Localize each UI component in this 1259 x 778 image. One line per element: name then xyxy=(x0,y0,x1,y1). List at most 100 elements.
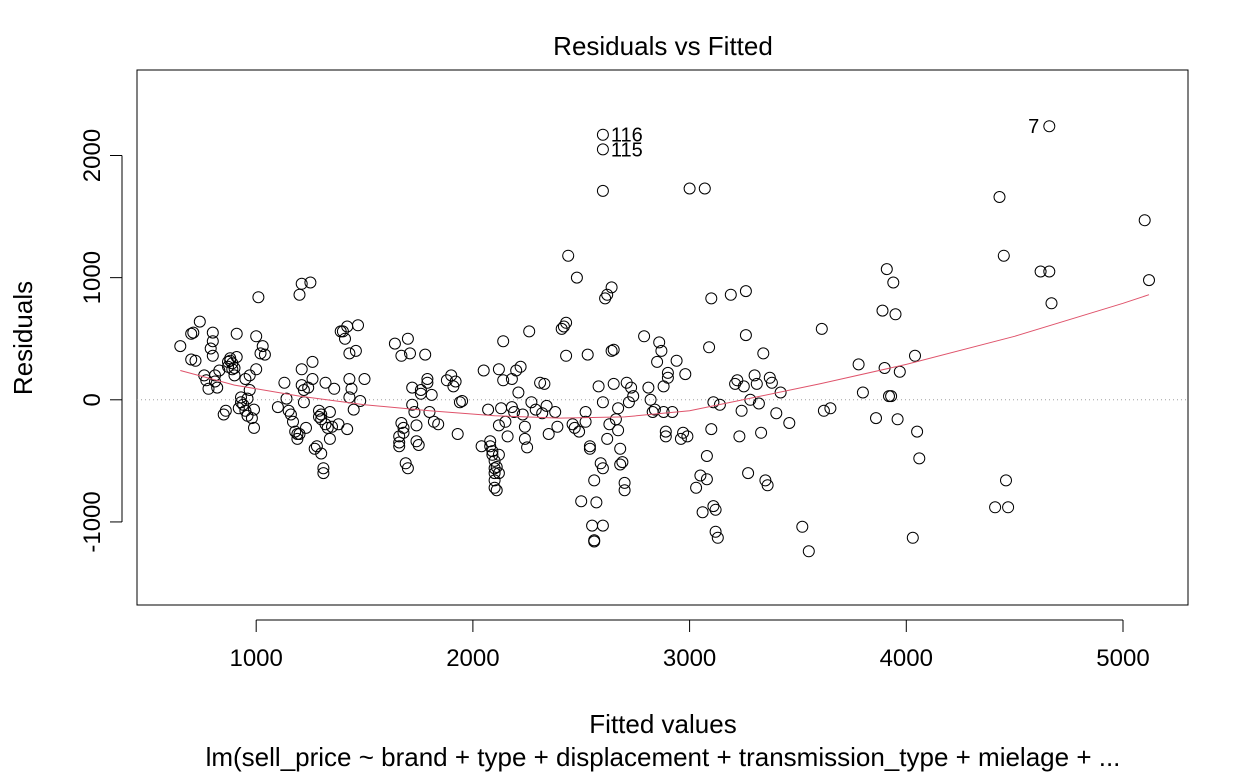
data-point xyxy=(293,428,306,440)
y-tick-label: 0 xyxy=(79,393,106,406)
data-point xyxy=(655,344,668,357)
data-point xyxy=(601,432,614,445)
data-point xyxy=(219,404,232,417)
data-point xyxy=(319,418,332,431)
data-point xyxy=(304,276,317,289)
data-point xyxy=(230,351,243,363)
data-point xyxy=(300,421,312,434)
data-point xyxy=(607,377,620,390)
data-point xyxy=(343,347,356,360)
data-point xyxy=(568,421,581,434)
data-point xyxy=(679,368,692,381)
data-point xyxy=(397,421,410,434)
data-point xyxy=(306,355,319,368)
data-point xyxy=(271,401,284,414)
data-point xyxy=(588,474,601,487)
data-point xyxy=(802,545,815,558)
data-point xyxy=(690,481,703,494)
data-point xyxy=(512,386,525,399)
data-point xyxy=(711,531,724,544)
data-point xyxy=(659,425,672,438)
data-point xyxy=(213,364,226,377)
data-point xyxy=(989,501,1002,514)
data-point xyxy=(614,442,627,455)
y-tick-label: 1000 xyxy=(79,251,106,304)
data-point xyxy=(583,442,596,455)
data-point xyxy=(551,420,564,433)
data-point xyxy=(575,495,588,508)
x-tick-label: 3000 xyxy=(663,645,716,672)
data-point xyxy=(596,128,609,141)
data-point xyxy=(516,408,529,421)
data-point xyxy=(410,435,423,448)
data-point xyxy=(414,384,427,396)
data-point xyxy=(488,467,501,480)
data-point xyxy=(596,396,609,409)
data-point xyxy=(698,182,711,195)
data-point xyxy=(445,369,458,382)
points-layer xyxy=(174,120,1155,558)
data-point xyxy=(521,441,534,454)
data-point xyxy=(588,535,601,548)
data-point xyxy=(648,403,661,416)
data-point xyxy=(670,354,683,367)
data-point xyxy=(432,418,445,431)
data-point xyxy=(453,396,466,409)
data-point xyxy=(540,399,553,412)
data-point xyxy=(306,373,319,385)
data-point xyxy=(880,263,893,276)
data-point xyxy=(297,396,310,409)
data-point xyxy=(1043,120,1056,133)
data-point xyxy=(308,442,321,455)
data-point xyxy=(425,388,438,401)
data-point xyxy=(1045,297,1058,310)
data-point xyxy=(419,348,432,361)
data-point xyxy=(815,322,828,335)
data-point xyxy=(508,406,521,418)
data-point xyxy=(596,184,609,197)
data-point xyxy=(185,353,198,366)
data-point xyxy=(204,342,217,355)
model-formula-subtitle: lm(sell_price ~ brand + type + displacem… xyxy=(206,742,1121,772)
data-point xyxy=(887,276,900,289)
data-point xyxy=(705,292,718,305)
data-point xyxy=(323,432,336,445)
chart-title: Residuals vs Fitted xyxy=(553,31,773,61)
data-point xyxy=(492,467,505,480)
data-point xyxy=(796,520,809,533)
data-point xyxy=(549,406,562,418)
data-point xyxy=(456,395,469,407)
data-point xyxy=(870,412,882,425)
data-point xyxy=(256,340,269,353)
data-point xyxy=(744,393,757,406)
data-point xyxy=(538,377,551,390)
data-point xyxy=(681,430,694,443)
x-tick-label: 5000 xyxy=(1096,645,1149,672)
data-point xyxy=(206,349,219,362)
x-tick-label: 1000 xyxy=(229,645,282,672)
data-point xyxy=(993,191,1006,203)
data-point xyxy=(1043,265,1056,278)
data-point xyxy=(642,381,655,394)
data-point xyxy=(243,369,256,382)
data-point xyxy=(421,373,434,385)
data-point xyxy=(492,419,505,432)
data-point xyxy=(404,347,416,360)
data-point xyxy=(401,462,414,475)
data-point xyxy=(495,402,508,415)
data-point xyxy=(560,349,573,362)
data-point xyxy=(601,288,614,301)
data-point xyxy=(406,381,419,394)
data-point xyxy=(909,349,921,362)
data-point xyxy=(206,335,219,348)
data-point xyxy=(193,315,206,328)
data-point xyxy=(911,425,924,438)
x-tick-label: 4000 xyxy=(880,645,933,672)
data-point xyxy=(885,390,898,403)
data-point xyxy=(421,376,434,389)
data-point xyxy=(280,392,293,405)
data-point xyxy=(488,454,501,467)
data-point xyxy=(451,428,464,440)
data-point xyxy=(228,369,241,382)
data-point xyxy=(705,423,718,436)
